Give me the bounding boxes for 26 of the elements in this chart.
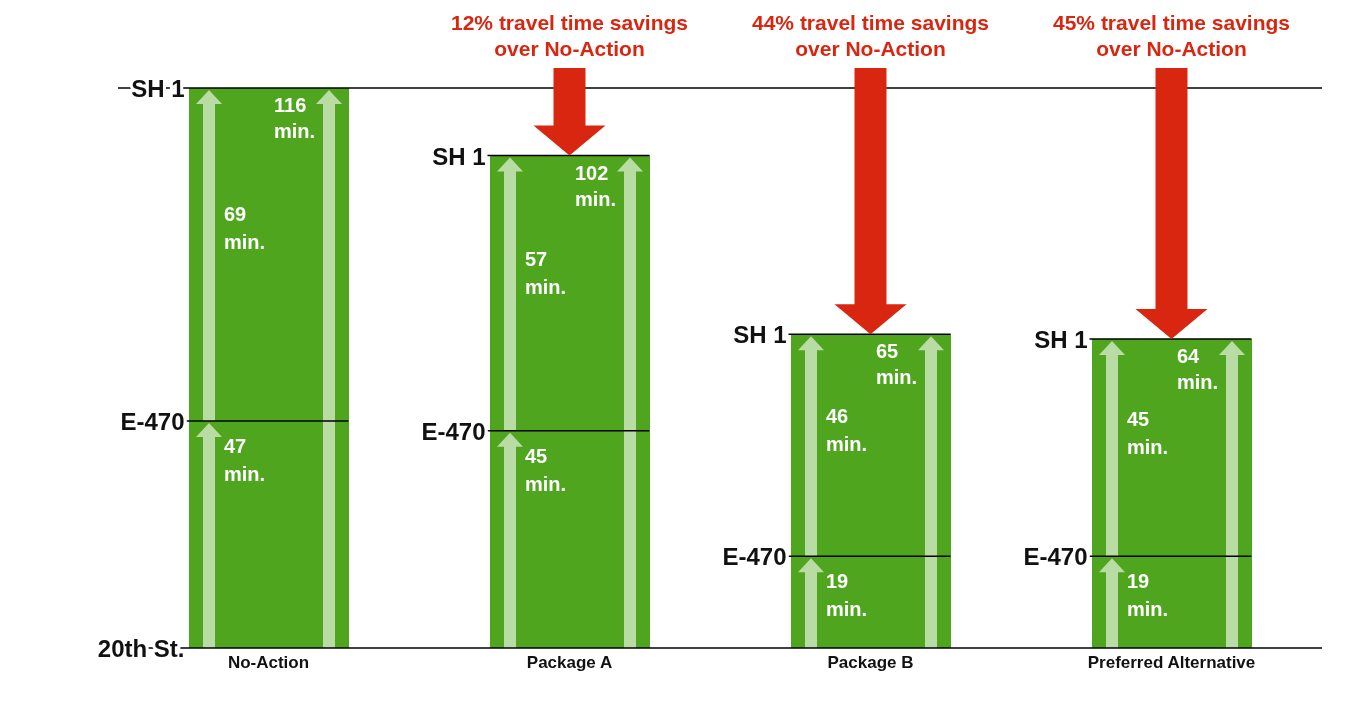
data-label: 47 min. bbox=[224, 435, 266, 486]
data-label: 45 min. bbox=[1127, 407, 1169, 458]
text: 45% travel time savings over No-Action bbox=[1053, 11, 1290, 60]
data-label: 69 min. bbox=[224, 203, 266, 254]
data-label: 19 min. bbox=[1127, 570, 1169, 621]
total-label: 65 min. bbox=[876, 340, 918, 389]
x-tick-label: Package B bbox=[827, 653, 914, 673]
data-label: 19 min. bbox=[826, 570, 868, 621]
annotation: E-470 bbox=[722, 543, 787, 571]
annotation: E-470 bbox=[120, 408, 185, 436]
data-label: 57 min. bbox=[525, 247, 567, 298]
annotation: E-470 bbox=[1023, 543, 1088, 571]
annotation: SH 1 bbox=[733, 321, 787, 349]
text: 12% travel time savings over No-Action bbox=[451, 11, 688, 60]
text: 44% travel time savings over No-Action bbox=[752, 11, 989, 60]
total-label: 102 min. bbox=[575, 161, 617, 210]
x-tick-label: Package A bbox=[526, 653, 613, 673]
annotation: SH 1 bbox=[1034, 326, 1088, 354]
data-label: 45 min. bbox=[525, 444, 567, 495]
total-label: 64 min. bbox=[1177, 345, 1219, 394]
total-label: 116 min. bbox=[274, 94, 316, 142]
annotation: E-470 bbox=[421, 417, 486, 445]
data-label: 46 min. bbox=[826, 405, 868, 456]
x-tick-label: Preferred Alternative bbox=[1087, 653, 1256, 673]
annotation: SH 1 bbox=[432, 142, 486, 170]
x-tick-label: No-Action bbox=[227, 653, 310, 673]
